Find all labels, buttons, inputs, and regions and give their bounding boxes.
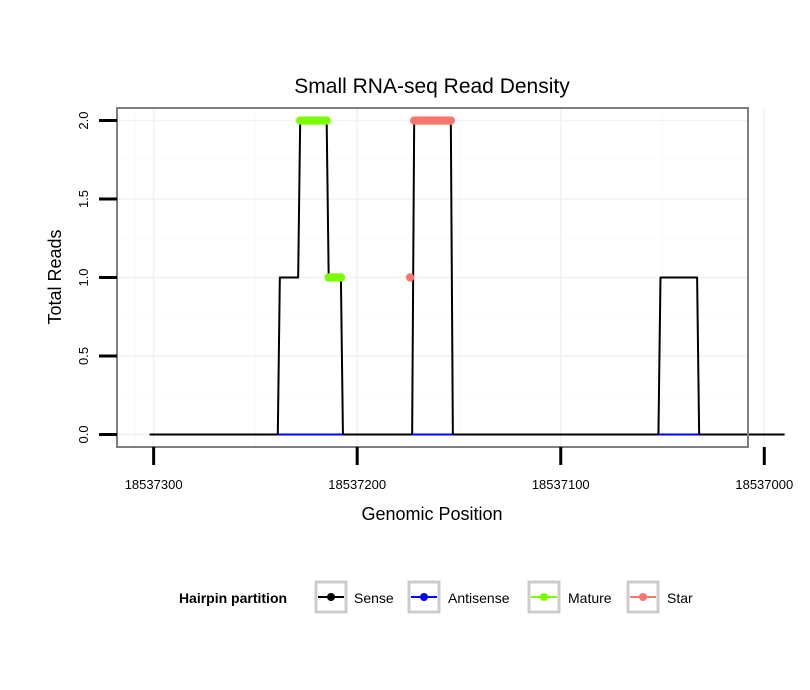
legend-title: Hairpin partition — [179, 590, 287, 606]
x-axis: 18537300 18537200 18537100 18537000 — [125, 447, 793, 492]
y-tick-label: 0.0 — [76, 425, 91, 443]
y-axis-title: Total Reads — [45, 229, 65, 324]
antisense-legend-point — [420, 593, 428, 601]
sense-line — [149, 119, 785, 436]
star-legend-point — [639, 593, 647, 601]
star-legend-label: Star — [667, 590, 693, 606]
y-tick-label: 2.0 — [76, 112, 91, 130]
x-tick-label: 18537000 — [735, 477, 793, 492]
mature-point — [336, 273, 346, 282]
series-layer — [149, 116, 785, 436]
star-point — [405, 273, 415, 282]
mature-point — [322, 116, 331, 125]
x-tick-label: 18537100 — [532, 477, 590, 492]
mature-legend-point — [540, 593, 548, 601]
y-tick-label: 1.5 — [76, 190, 91, 208]
x-tick-label: 18537200 — [328, 477, 386, 492]
x-tick-label: 18537300 — [125, 477, 183, 492]
sense-legend-label: Sense — [354, 590, 394, 606]
x-axis-title: Genomic Position — [361, 504, 502, 524]
y-tick-label: 0.5 — [76, 347, 91, 365]
legend: Hairpin partition Sense Antisense Mature St… — [179, 580, 693, 614]
y-tick-label: 1.0 — [76, 268, 91, 286]
chart-title: Small RNA-seq Read Density — [294, 75, 570, 98]
mature-legend-label: Mature — [568, 590, 612, 606]
star-point — [446, 116, 456, 125]
antisense-legend-label: Antisense — [448, 590, 510, 606]
y-axis: 0.0 0.5 1.0 1.5 2.0 — [76, 112, 117, 443]
sense-legend-point — [327, 593, 335, 601]
